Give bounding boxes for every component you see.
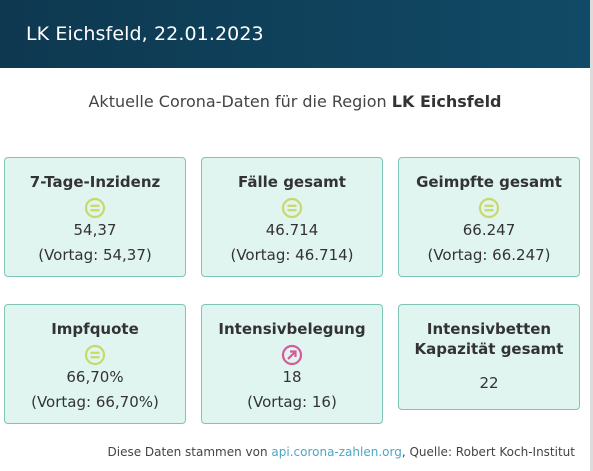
trend-up-icon <box>281 344 303 366</box>
card-value: 66.247 <box>462 221 516 239</box>
card-value: 54,37 <box>73 221 117 239</box>
card-title: Fälle gesamt <box>238 173 346 191</box>
card-previous-value: (Vortag: 66,70%) <box>31 393 159 411</box>
card-title-line-1: Intensivbetten <box>426 320 552 338</box>
region-subtitle: Aktuelle Corona-Daten für die Region LK … <box>0 92 590 111</box>
card-geimpfte-gesamt: Geimpfte gesamt 66.247 (Vortag: 66.247) <box>398 157 580 277</box>
card-7-tage-inzidenz: 7-Tage-Inzidenz 54,37 (Vortag: 54,37) <box>4 157 186 277</box>
footer-suffix: , Quelle: Robert Koch-Institut <box>401 445 575 459</box>
card-title: Geimpfte gesamt <box>416 173 562 191</box>
trend-equal-icon <box>478 197 500 219</box>
card-previous-value: (Vortag: 46.714) <box>230 246 354 264</box>
page-title: LK Eichsfeld, 22.01.2023 <box>26 23 264 45</box>
subtitle-text: Aktuelle Corona-Daten für die Region <box>88 92 387 111</box>
card-value: 46.714 <box>265 221 319 239</box>
card-previous-value: (Vortag: 66.247) <box>427 246 551 264</box>
scroll-edge <box>590 0 593 471</box>
page-header: LK Eichsfeld, 22.01.2023 <box>0 0 590 68</box>
card-intensivbelegung: Intensivbelegung 18 (Vortag: 16) <box>201 304 383 424</box>
card-intensivbetten-kapazitaet: Intensivbetten Kapazität gesamt 22 <box>398 304 580 410</box>
trend-equal-icon <box>281 197 303 219</box>
card-value: 22 <box>479 374 499 392</box>
footer-prefix: Diese Daten stammen von <box>107 445 268 459</box>
card-title: Intensivbetten Kapazität gesamt <box>399 319 579 359</box>
subtitle-region: LK Eichsfeld <box>391 92 502 111</box>
card-value: 66,70% <box>66 368 124 386</box>
source-footer: Diese Daten stammen von api.corona-zahle… <box>108 445 576 459</box>
card-previous-value: (Vortag: 54,37) <box>38 246 152 264</box>
card-impfquote: Impfquote 66,70% (Vortag: 66,70%) <box>4 304 186 424</box>
api-source-link[interactable]: api.corona-zahlen.org <box>271 445 402 459</box>
card-previous-value: (Vortag: 16) <box>247 393 337 411</box>
trend-equal-icon <box>84 344 106 366</box>
trend-equal-icon <box>84 197 106 219</box>
card-title: Impfquote <box>51 320 139 338</box>
card-title: 7-Tage-Inzidenz <box>29 173 161 191</box>
card-title-line-2: Kapazität gesamt <box>414 340 564 358</box>
card-faelle-gesamt: Fälle gesamt 46.714 (Vortag: 46.714) <box>201 157 383 277</box>
card-title: Intensivbelegung <box>218 320 366 338</box>
card-value: 18 <box>282 368 302 386</box>
